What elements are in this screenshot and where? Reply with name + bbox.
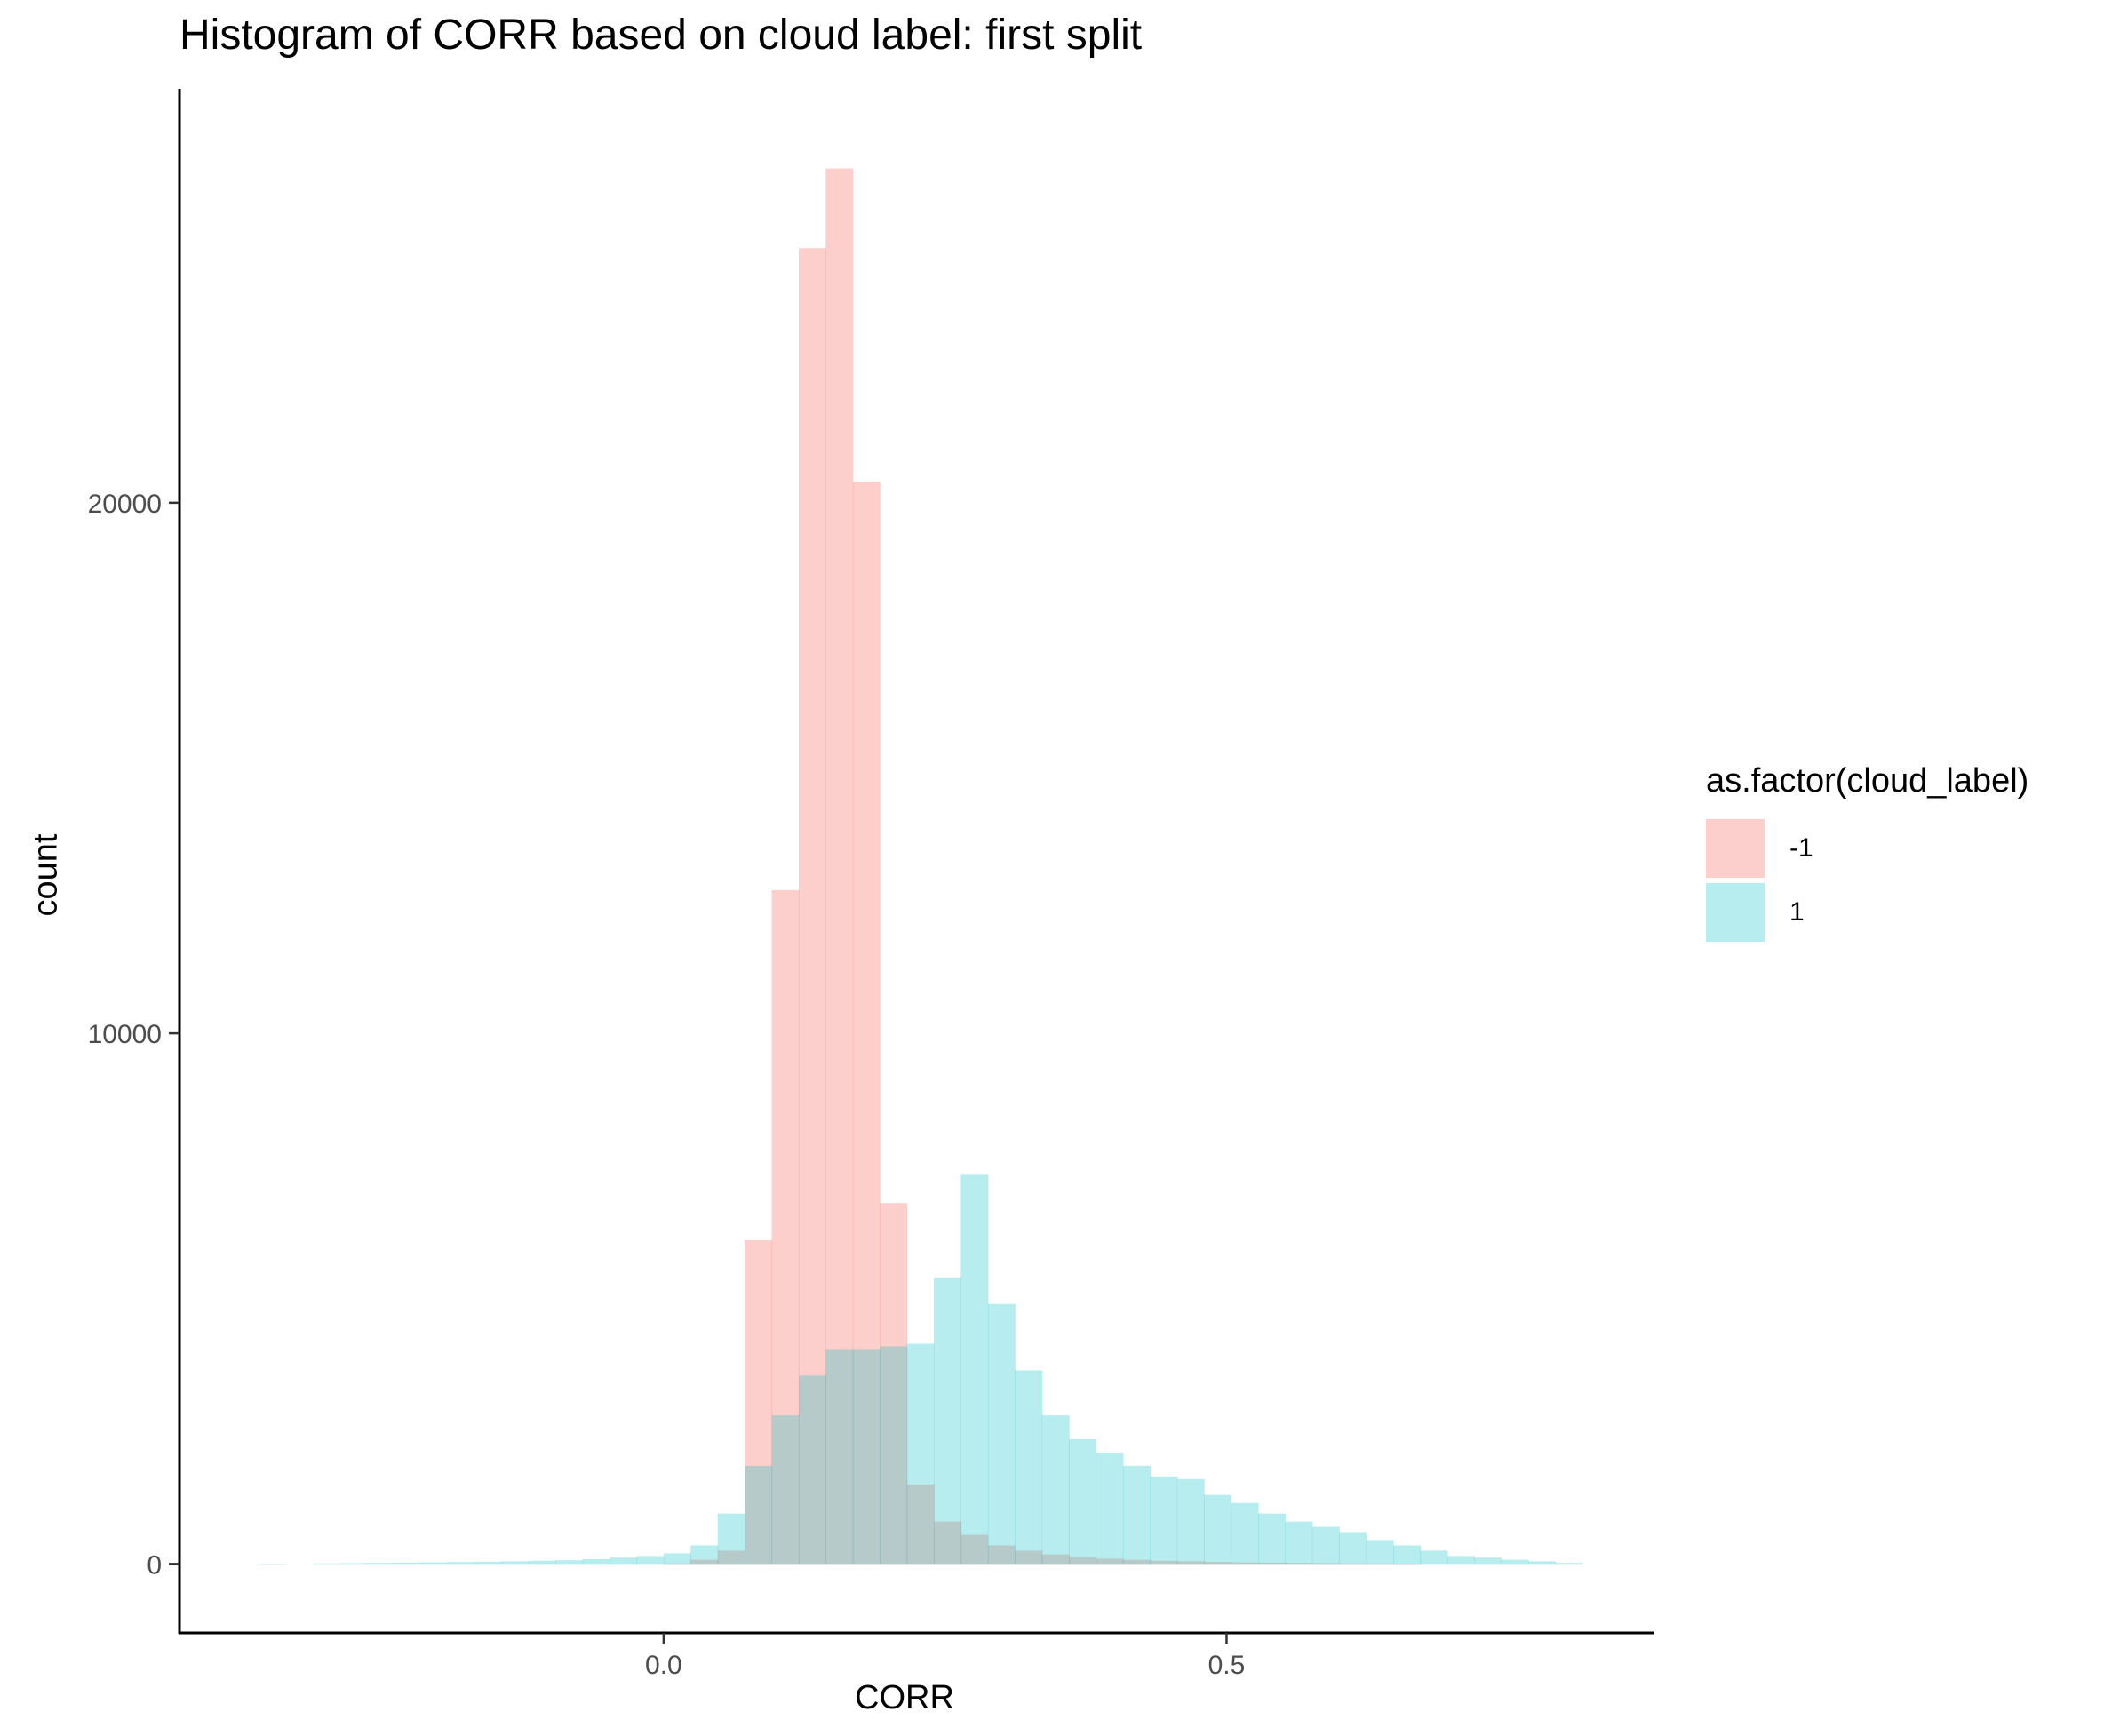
histogram-bar-series0-24 (1311, 1563, 1340, 1565)
histogram-bar-series0-2 (717, 1550, 745, 1565)
histogram-bar-series0-20 (1204, 1561, 1232, 1565)
histogram-bar-series1-44 (1474, 1557, 1502, 1565)
histogram-bar-series1-29 (1069, 1439, 1097, 1565)
histogram-bar-series1-41 (1393, 1545, 1422, 1565)
histogram-bar-series0-8 (880, 1203, 908, 1565)
histogram-bar-series1-33 (1176, 1478, 1205, 1565)
histogram-bar-series0-19 (1176, 1561, 1205, 1565)
legend-label-minus1: -1 (1789, 833, 1813, 863)
legend-item-minus1: -1 (1706, 816, 2028, 880)
histogram-bar-series1-19 (798, 1375, 826, 1565)
histogram-bar-series1-30 (1096, 1452, 1124, 1565)
legend-item-1: 1 (1706, 880, 2028, 944)
histogram-bar-series0-0 (663, 1563, 691, 1565)
histogram-bar-series0-5 (798, 248, 826, 1565)
histogram-bar-series1-3 (366, 1563, 395, 1565)
histogram-bar-series1-24 (934, 1277, 962, 1565)
histogram-bar-series1-17 (745, 1465, 773, 1565)
chart-title: Histogram of CORR based on cloud label: … (179, 12, 1143, 59)
legend-title: as.factor(cloud_label) (1706, 762, 2029, 800)
histogram-bar-series0-17 (1122, 1559, 1151, 1565)
y-tick-label: 0 (147, 1550, 162, 1580)
histogram-bar-series0-4 (771, 889, 800, 1565)
histogram-bar-series1-18 (771, 1415, 800, 1565)
histogram-bar-series1-28 (1041, 1415, 1070, 1565)
legend-label-1: 1 (1789, 897, 1805, 927)
series-minus1-bars (663, 168, 1422, 1565)
histogram-bar-series0-6 (825, 168, 854, 1565)
histogram-bar-series0-3 (745, 1240, 773, 1565)
histogram-bar-series1-9 (528, 1560, 556, 1565)
legend-key-minus1 (1706, 819, 1765, 878)
histogram-bar-series1-45 (1501, 1559, 1529, 1565)
histogram-bar-series0-9 (906, 1484, 935, 1565)
histogram-bar-series1-4 (393, 1562, 421, 1565)
histogram-bar-series1-39 (1339, 1532, 1367, 1565)
histogram-bar-series0-21 (1231, 1562, 1259, 1565)
histogram-bar-series0-10 (934, 1521, 962, 1565)
histogram-bar-series1-26 (987, 1303, 1016, 1565)
histogram-bar-series1-34 (1204, 1494, 1232, 1565)
histogram-bar-series1-13 (636, 1556, 665, 1565)
histogram-bar-series0-26 (1366, 1563, 1394, 1565)
histogram-bar-series0-23 (1285, 1563, 1313, 1565)
histogram-bar-series1-12 (610, 1557, 638, 1565)
histogram-bar-series1-42 (1420, 1550, 1448, 1565)
histogram-bar-series1-21 (852, 1349, 881, 1565)
histogram-bar-series1-6 (447, 1562, 475, 1565)
histogram-bar-series0-16 (1096, 1558, 1124, 1565)
histogram-bar-series0-12 (987, 1545, 1016, 1565)
series-1-bars (258, 1174, 1583, 1565)
histogram-bar-series1-14 (663, 1553, 691, 1565)
histogram-bar-series0-1 (690, 1559, 719, 1565)
histogram-bar-series0-7 (852, 481, 881, 1565)
histogram-bar-series1-5 (420, 1562, 449, 1565)
histogram-bar-series1-43 (1447, 1556, 1475, 1565)
histogram-bar-series1-16 (717, 1513, 745, 1565)
legend: as.factor(cloud_label) -1 1 (1706, 762, 2028, 944)
histogram-bar-series1-7 (474, 1561, 503, 1565)
histogram-bar-series1-46 (1528, 1561, 1557, 1565)
y-tick-label: 10000 (88, 1020, 162, 1049)
histogram-bar-series1-20 (825, 1349, 854, 1565)
histogram-bar-series1-38 (1311, 1526, 1340, 1565)
histogram-bar-series0-14 (1041, 1554, 1070, 1565)
y-tick-label: 20000 (88, 490, 162, 519)
histogram-bar-series1-32 (1150, 1476, 1178, 1565)
histogram-bar-series1-10 (555, 1560, 584, 1565)
histogram-bar-series1-25 (960, 1174, 989, 1565)
histogram-bar-series0-15 (1069, 1557, 1097, 1565)
histogram-bar-series1-8 (501, 1561, 530, 1565)
histogram-bar-series1-11 (582, 1558, 610, 1565)
histogram-bar-series0-11 (960, 1534, 989, 1565)
histogram-bar-series0-25 (1339, 1563, 1367, 1565)
histogram-bar-series1-0 (258, 1564, 286, 1565)
histogram-bar-series1-37 (1285, 1521, 1313, 1565)
histogram-bar-series0-22 (1257, 1562, 1286, 1565)
histogram-bar-series0-13 (1015, 1550, 1043, 1565)
histogram-bar-series1-31 (1122, 1465, 1151, 1565)
histogram-bar-series1-2 (339, 1563, 367, 1565)
histogram-bar-series0-27 (1393, 1564, 1422, 1565)
histogram-bar-series1-36 (1257, 1513, 1286, 1565)
x-tick-label: 0.5 (1208, 1651, 1246, 1680)
histogram-bar-series1-35 (1231, 1502, 1259, 1565)
histogram-bar-series1-47 (1555, 1563, 1583, 1565)
x-tick-label: 0.0 (645, 1651, 682, 1680)
histogram-bar-series1-15 (690, 1545, 719, 1565)
histogram-bar-series0-18 (1150, 1560, 1178, 1565)
legend-key-1 (1706, 883, 1765, 942)
axes: 0 10000 20000 0.0 0.5 (88, 89, 1654, 1680)
histogram-bar-series1-22 (880, 1346, 908, 1565)
histogram-bar-series1-23 (906, 1343, 935, 1565)
x-axis-title-text: CORR (855, 1679, 954, 1716)
x-axis-title: CORR (0, 1679, 1834, 1717)
histogram-bar-series1-40 (1366, 1540, 1394, 1565)
histogram-bar-series1-27 (1015, 1370, 1043, 1565)
histogram-bar-series1-1 (312, 1563, 340, 1565)
y-axis-title: count (27, 833, 65, 917)
